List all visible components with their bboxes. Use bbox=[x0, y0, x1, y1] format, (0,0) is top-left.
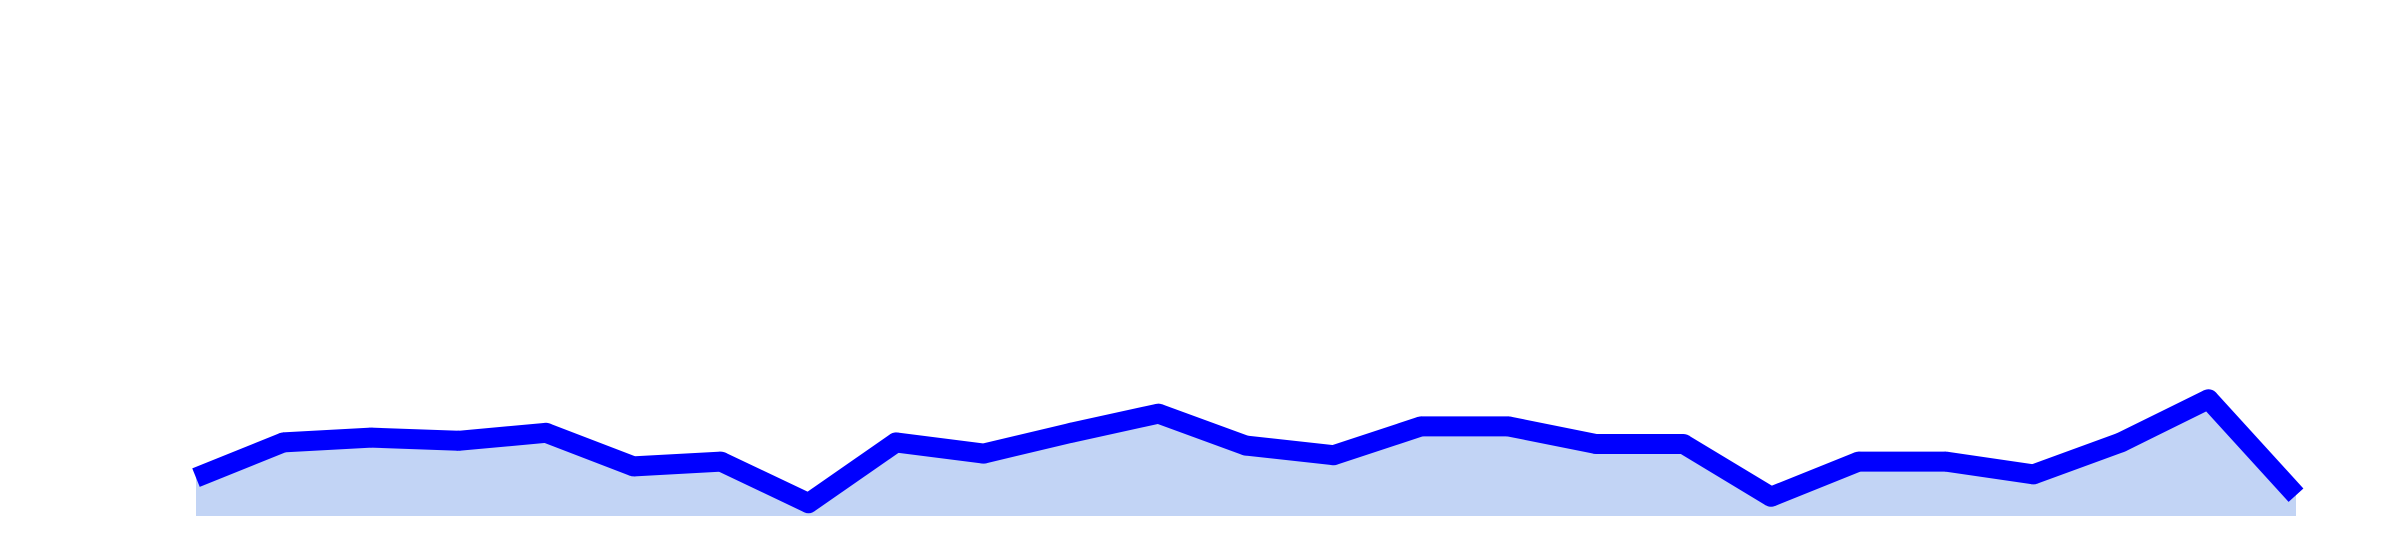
data-point bbox=[1673, 434, 1694, 454]
data-point bbox=[1061, 422, 1081, 443]
data-point bbox=[1148, 403, 1169, 424]
line-segment bbox=[370, 427, 459, 451]
line-segment bbox=[457, 422, 547, 451]
line-segment bbox=[2201, 392, 2304, 502]
line-segment bbox=[632, 451, 722, 477]
line-segment bbox=[2116, 390, 2213, 452]
area-fill bbox=[196, 399, 2296, 516]
data-point bbox=[1498, 416, 1519, 437]
line-segment bbox=[1944, 451, 2035, 485]
area-layer bbox=[196, 399, 2296, 516]
data-point bbox=[711, 451, 731, 472]
data-point bbox=[973, 443, 994, 464]
line-segment bbox=[1155, 404, 1250, 455]
line-segment bbox=[1506, 416, 1598, 454]
line-segment bbox=[2030, 433, 2125, 484]
data-point bbox=[1936, 451, 1956, 472]
line-segment bbox=[981, 423, 1074, 464]
data-point bbox=[886, 432, 906, 453]
line-segment bbox=[542, 423, 638, 476]
data-point bbox=[798, 493, 819, 514]
line-segment bbox=[1244, 435, 1335, 466]
line-layer bbox=[192, 389, 2304, 514]
data-point bbox=[1848, 451, 1869, 472]
data-point bbox=[273, 432, 294, 453]
line-segment bbox=[282, 427, 372, 453]
line-segment bbox=[1678, 435, 1777, 506]
line-segment bbox=[894, 432, 985, 464]
data-point bbox=[2023, 464, 2044, 485]
data-point bbox=[1411, 416, 1431, 437]
data-point bbox=[1586, 434, 1606, 454]
data-point bbox=[1323, 445, 1344, 466]
line-segment bbox=[716, 452, 813, 513]
line-segment bbox=[802, 434, 902, 512]
data-point bbox=[2111, 432, 2131, 453]
line-segment bbox=[192, 433, 288, 487]
line-segment bbox=[1068, 403, 1161, 443]
data-point bbox=[361, 427, 381, 448]
data-point bbox=[2198, 389, 2219, 410]
line-segment bbox=[1767, 452, 1863, 507]
data-point bbox=[623, 456, 644, 477]
data-point bbox=[1236, 435, 1256, 456]
line-segment bbox=[1330, 416, 1425, 465]
data-point bbox=[536, 422, 556, 443]
data-point bbox=[448, 430, 469, 451]
data-point bbox=[1761, 486, 1781, 507]
